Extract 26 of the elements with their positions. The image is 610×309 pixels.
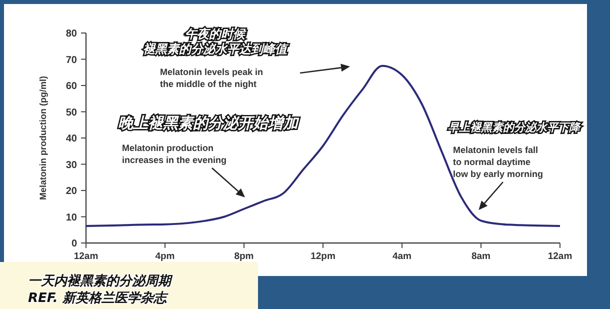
- x-tick-label: 12pm: [310, 251, 336, 262]
- y-axis-title: Melatonin production (pg/ml): [38, 76, 48, 200]
- x-tick-label: 12am: [548, 251, 572, 262]
- x-tick-label: 4am: [392, 251, 412, 262]
- y-tick-label: 50: [66, 107, 78, 118]
- x-tick-label: 12am: [74, 251, 98, 262]
- y-tick-label: 0: [71, 238, 78, 250]
- x-tick-label: 8pm: [234, 251, 254, 262]
- y-tick-label: 30: [66, 160, 78, 171]
- y-tick-label: 40: [66, 134, 78, 144]
- annotation: 晚上褪黑素的分泌开始增加: [118, 114, 300, 132]
- annotation: 午夜的时候: [185, 27, 247, 41]
- y-tick-label: 20: [66, 186, 78, 197]
- y-tick-label: 80: [66, 28, 78, 40]
- annotation: Melatonin production increases in the evening: [122, 143, 227, 165]
- annotation: Melatonin levels fall to normal daytime low by early morning: [453, 145, 544, 179]
- x-tick-label: 4pm: [155, 251, 175, 262]
- annotation: 褪黑素的分泌水平达到峰值: [143, 42, 289, 56]
- x-tick-label: 8am: [471, 251, 491, 262]
- y-tick-label: 10: [66, 212, 78, 224]
- text: REF. 新英格兰医学杂志: [28, 290, 168, 306]
- y-tick-label: 70: [66, 54, 78, 66]
- y-tick-label: 60: [66, 81, 78, 92]
- annotation: Melatonin levels peak in the middle of the night: [160, 67, 264, 89]
- annotation: 早上褪黑素的分泌水平下降: [448, 121, 582, 134]
- text: 一天内褪黑素的分泌周期: [28, 273, 173, 289]
